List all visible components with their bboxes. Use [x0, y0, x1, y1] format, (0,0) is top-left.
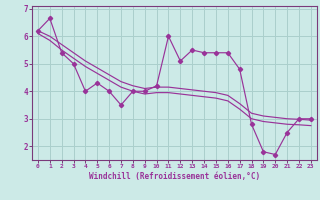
X-axis label: Windchill (Refroidissement éolien,°C): Windchill (Refroidissement éolien,°C): [89, 172, 260, 181]
